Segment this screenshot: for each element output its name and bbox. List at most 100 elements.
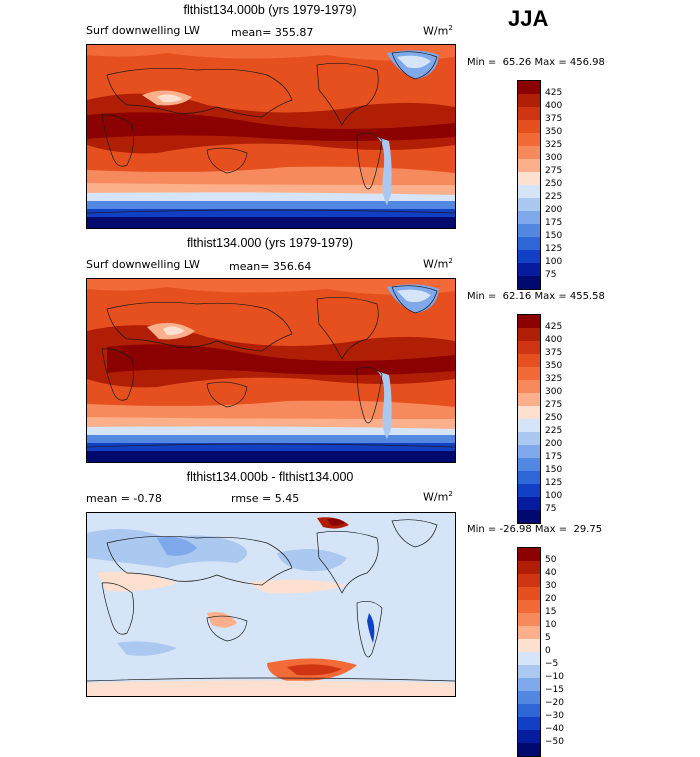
colorbar-tick-label: −10 xyxy=(545,672,564,682)
colorbar-tick-label: 15 xyxy=(545,607,557,617)
colorbar-tick-label: 400 xyxy=(545,101,563,111)
panel1-title: flthist134.000b (yrs 1979-1979) xyxy=(183,3,357,17)
colorbar-swatch xyxy=(518,639,540,652)
colorbar-swatch xyxy=(518,211,540,224)
panel3-title: flthist134.000b - flthist134.000 xyxy=(186,470,354,484)
colorbar-swatch xyxy=(518,380,540,393)
colorbar-tick-label: 0 xyxy=(545,646,551,656)
panel2-minmax: Min = 62.16 Max = 455.58 xyxy=(467,291,605,302)
colorbar-swatch xyxy=(518,652,540,665)
panel3-rmse: rmse = 5.45 xyxy=(231,492,300,505)
colorbar-tick-label: 300 xyxy=(545,153,563,163)
colorbar-swatch xyxy=(518,120,540,133)
colorbar-tick-label: 100 xyxy=(545,257,563,267)
colorbar-swatch xyxy=(518,510,540,523)
colorbar-swatch xyxy=(518,678,540,691)
colorbar-swatch xyxy=(518,471,540,484)
colorbar-swatch xyxy=(518,159,540,172)
colorbar-swatch xyxy=(518,354,540,367)
colorbar-tick-label: 50 xyxy=(545,555,557,565)
colorbar-tick-label: 20 xyxy=(545,594,557,604)
colorbar-swatch xyxy=(518,107,540,120)
colorbar-swatch xyxy=(518,393,540,406)
panel1-mean: mean= 355.87 xyxy=(231,26,314,39)
colorbar-tick-label: 40 xyxy=(545,568,557,578)
panel3-map xyxy=(86,512,456,697)
colorbar-tick-label: 300 xyxy=(545,387,563,397)
colorbar-swatch xyxy=(518,497,540,510)
colorbar-tick-label: 350 xyxy=(545,127,563,137)
colorbar-tick-label: 125 xyxy=(545,478,563,488)
colorbar-tick-label: 225 xyxy=(545,426,563,436)
colorbar-swatch xyxy=(518,263,540,276)
panel2-map xyxy=(86,278,456,463)
colorbar-swatch xyxy=(518,587,540,600)
colorbar-swatch xyxy=(518,224,540,237)
panel1-minmax: Min = 65.26 Max = 456.98 xyxy=(467,57,605,68)
colorbar-tick-label: 175 xyxy=(545,452,563,462)
colorbar-tick-label: −5 xyxy=(545,659,559,669)
panel3-colorbar xyxy=(517,547,541,757)
colorbar-swatch xyxy=(518,406,540,419)
colorbar-swatch xyxy=(518,276,540,289)
panel1-units: W/m2 xyxy=(423,24,453,38)
colorbar-swatch xyxy=(518,458,540,471)
panel1-field-label: Surf downwelling LW xyxy=(86,24,200,37)
panel2-title: flthist134.000 (yrs 1979-1979) xyxy=(186,236,354,250)
season-label: JJA xyxy=(508,6,549,31)
colorbar-tick-label: 125 xyxy=(545,244,563,254)
colorbar-tick-label: 5 xyxy=(545,633,551,643)
colorbar-tick-label: −30 xyxy=(545,711,564,721)
colorbar-swatch xyxy=(518,691,540,704)
colorbar-swatch xyxy=(518,341,540,354)
colorbar-tick-label: 200 xyxy=(545,205,563,215)
colorbar-tick-label: −15 xyxy=(545,685,564,695)
colorbar-tick-label: 250 xyxy=(545,413,563,423)
colorbar-tick-label: 30 xyxy=(545,581,557,591)
colorbar-tick-label: 10 xyxy=(545,620,557,630)
colorbar-swatch xyxy=(518,743,540,756)
panel2-field-label: Surf downwelling LW xyxy=(86,258,200,271)
colorbar-swatch xyxy=(518,315,540,328)
colorbar-swatch xyxy=(518,548,540,561)
colorbar-tick-label: 150 xyxy=(545,465,563,475)
colorbar-tick-label: 75 xyxy=(545,504,557,514)
panel3-mean: mean = -0.78 xyxy=(86,492,162,505)
colorbar-tick-label: 175 xyxy=(545,218,563,228)
colorbar-swatch xyxy=(518,574,540,587)
colorbar-tick-label: 425 xyxy=(545,88,563,98)
colorbar-swatch xyxy=(518,626,540,639)
colorbar-swatch xyxy=(518,419,540,432)
colorbar-tick-label: 200 xyxy=(545,439,563,449)
colorbar-tick-label: 325 xyxy=(545,374,563,384)
colorbar-swatch xyxy=(518,717,540,730)
panel3-minmax: Min = -26.98 Max = 29.75 xyxy=(467,524,603,535)
colorbar-swatch xyxy=(518,198,540,211)
panel3-colorbar-labels: 50 40 30 20 15 10 5 0 −5 −10 −15 −20 −30… xyxy=(545,547,564,747)
colorbar-tick-label: −40 xyxy=(545,724,564,734)
colorbar-tick-label: 100 xyxy=(545,491,563,501)
panel2-colorbar xyxy=(517,314,541,524)
colorbar-swatch xyxy=(518,81,540,94)
colorbar-tick-label: 75 xyxy=(545,270,557,280)
colorbar-swatch xyxy=(518,432,540,445)
panel1-colorbar xyxy=(517,80,541,290)
colorbar-tick-label: 275 xyxy=(545,166,563,176)
colorbar-tick-label: 400 xyxy=(545,335,563,345)
colorbar-tick-label: 375 xyxy=(545,114,563,124)
colorbar-swatch xyxy=(518,665,540,678)
colorbar-tick-label: −20 xyxy=(545,698,564,708)
colorbar-swatch xyxy=(518,250,540,263)
panel2-colorbar-labels: 425 400 375 350 325 300 275 250 225 200 … xyxy=(545,314,563,514)
panel2-units: W/m2 xyxy=(423,257,453,271)
colorbar-swatch xyxy=(518,172,540,185)
colorbar-swatch xyxy=(518,146,540,159)
colorbar-swatch xyxy=(518,367,540,380)
panel2-mean: mean= 356.64 xyxy=(229,260,312,273)
colorbar-swatch xyxy=(518,328,540,341)
colorbar-tick-label: 350 xyxy=(545,361,563,371)
colorbar-tick-label: 150 xyxy=(545,231,563,241)
colorbar-swatch xyxy=(518,484,540,497)
panel1-map xyxy=(86,44,456,229)
colorbar-swatch xyxy=(518,237,540,250)
